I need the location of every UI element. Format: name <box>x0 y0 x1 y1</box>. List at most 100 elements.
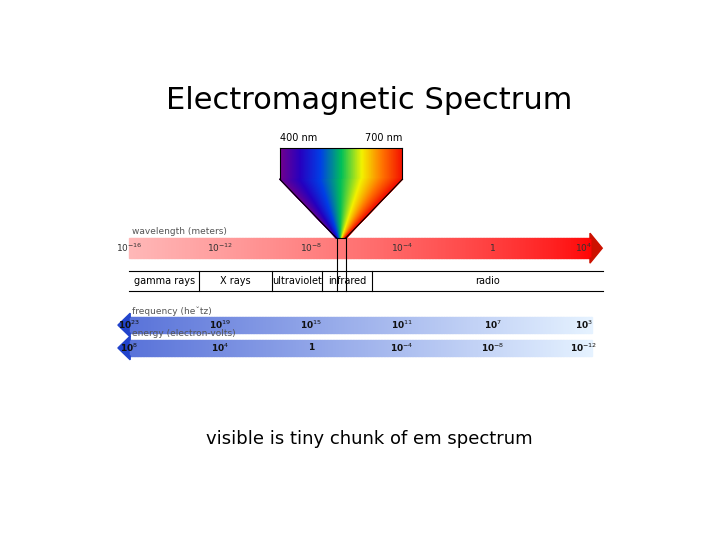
Text: gamma rays: gamma rays <box>134 276 195 286</box>
Polygon shape <box>345 179 391 238</box>
Polygon shape <box>345 179 394 238</box>
Polygon shape <box>320 179 340 238</box>
Bar <box>572 340 574 356</box>
Polygon shape <box>293 179 338 238</box>
Bar <box>353 317 354 333</box>
Bar <box>464 317 466 333</box>
Bar <box>189 238 191 258</box>
Polygon shape <box>282 179 337 238</box>
Bar <box>308 340 310 356</box>
Bar <box>523 340 524 356</box>
Bar <box>590 340 593 356</box>
Bar <box>192 317 194 333</box>
Polygon shape <box>345 179 396 238</box>
FancyArrow shape <box>118 313 130 337</box>
Polygon shape <box>344 179 383 238</box>
Bar <box>459 238 461 258</box>
Bar <box>532 340 534 356</box>
Bar <box>262 317 264 333</box>
Polygon shape <box>345 179 392 238</box>
Bar <box>426 317 427 333</box>
Bar <box>435 340 436 356</box>
Polygon shape <box>345 179 396 238</box>
Bar <box>158 317 160 333</box>
Bar <box>296 340 297 356</box>
Bar <box>578 340 580 356</box>
Bar <box>384 238 385 258</box>
Bar <box>129 238 130 258</box>
Bar <box>305 317 307 333</box>
Bar <box>588 340 589 356</box>
Bar <box>392 238 393 258</box>
Polygon shape <box>300 179 338 238</box>
Bar <box>512 317 513 333</box>
Bar <box>220 340 222 356</box>
Polygon shape <box>305 179 338 238</box>
Polygon shape <box>342 179 357 238</box>
Polygon shape <box>307 179 338 238</box>
Bar <box>408 340 410 356</box>
Bar <box>276 238 277 258</box>
Bar <box>475 317 477 333</box>
Bar <box>269 340 271 356</box>
Bar <box>225 317 226 333</box>
Bar <box>176 340 177 356</box>
Polygon shape <box>343 179 373 238</box>
Bar <box>472 238 473 258</box>
Polygon shape <box>285 179 337 238</box>
Bar <box>418 317 419 333</box>
Bar <box>177 317 179 333</box>
Bar <box>574 238 575 258</box>
Bar <box>396 238 397 258</box>
Polygon shape <box>312 179 339 238</box>
Bar <box>181 238 183 258</box>
Bar <box>271 340 273 356</box>
Bar <box>174 340 176 356</box>
Bar <box>372 317 373 333</box>
Bar <box>439 340 441 356</box>
Bar <box>158 340 160 356</box>
Bar <box>258 340 261 356</box>
Text: 700 nm: 700 nm <box>365 133 402 143</box>
Polygon shape <box>328 179 340 238</box>
Bar <box>541 317 543 333</box>
Bar <box>500 238 501 258</box>
Polygon shape <box>343 179 370 238</box>
Bar <box>293 317 294 333</box>
Polygon shape <box>330 179 341 238</box>
Bar <box>233 317 234 333</box>
Bar <box>302 317 304 333</box>
Bar <box>529 317 531 333</box>
Bar <box>376 238 377 258</box>
Polygon shape <box>343 179 372 238</box>
Bar <box>152 317 154 333</box>
Bar <box>580 317 581 333</box>
Bar <box>160 238 161 258</box>
Bar <box>249 238 251 258</box>
Bar <box>148 317 149 333</box>
Bar <box>264 238 265 258</box>
Bar <box>567 340 569 356</box>
Bar <box>203 238 204 258</box>
Bar <box>518 317 520 333</box>
Bar <box>538 340 540 356</box>
Bar <box>424 238 426 258</box>
Polygon shape <box>323 179 340 238</box>
Bar <box>225 238 226 258</box>
Bar <box>130 317 132 333</box>
Bar <box>289 238 291 258</box>
Bar <box>149 340 150 356</box>
Bar <box>439 317 441 333</box>
Bar <box>258 317 261 333</box>
Polygon shape <box>343 179 366 238</box>
Bar <box>265 340 266 356</box>
Bar <box>413 238 415 258</box>
Bar <box>336 238 338 258</box>
Bar <box>472 317 473 333</box>
Bar <box>149 317 150 333</box>
Text: infrared: infrared <box>328 276 366 286</box>
Bar <box>393 317 395 333</box>
Polygon shape <box>343 179 360 238</box>
Bar <box>293 340 294 356</box>
Bar <box>277 238 279 258</box>
